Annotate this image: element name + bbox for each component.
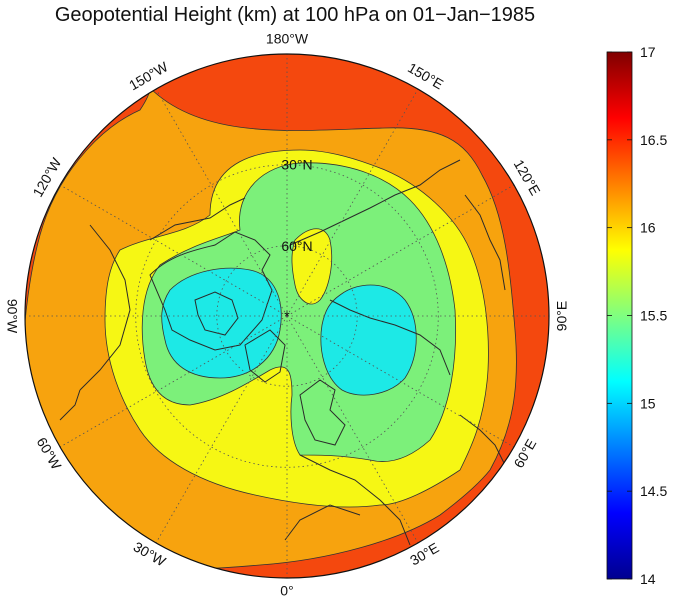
- meridian-60: [286, 315, 515, 448]
- colorbar-tick-label: 16.5: [640, 132, 667, 148]
- map-boundary: [24, 53, 550, 579]
- coast-canada: [149, 231, 273, 351]
- meridian--120: [59, 184, 288, 317]
- coast-siberia: [289, 159, 461, 246]
- lon-label-90: 90°E: [554, 301, 570, 332]
- plot-title: Geopotential Height (km) at 100 hPa on 0…: [54, 4, 536, 26]
- colorbar-tick-label: 15.5: [640, 308, 667, 324]
- coast-alaska: [149, 197, 246, 241]
- parallel-30: [135, 164, 439, 468]
- lon-label-180: 180°W: [266, 31, 309, 47]
- colorbar-gradient: [606, 51, 633, 580]
- meridian--60: [59, 315, 288, 448]
- coastlines: [59, 159, 506, 546]
- contour-lines: [25, 87, 517, 570]
- coast-africa: [284, 504, 361, 541]
- lat-label-60: 60°N: [281, 238, 312, 254]
- colorbar-tick-label: 14.5: [640, 483, 667, 499]
- coast-mexico: [59, 389, 81, 421]
- coast-europe: [299, 454, 411, 546]
- lon-label-0: 0°: [280, 583, 293, 599]
- coast-asia-east: [464, 194, 506, 291]
- coast-scandinavia: [299, 379, 346, 446]
- zone-lt-15_5-siberia: [320, 284, 417, 396]
- coast-greenland: [244, 329, 286, 383]
- contour-zoneCyanA: [161, 267, 282, 379]
- colorbar-tick-label: 15: [640, 395, 656, 411]
- coast-hudson: [194, 291, 239, 336]
- meridian--150: [155, 88, 288, 317]
- zone-15_75-16-ridge: [291, 228, 332, 305]
- contour-zoneCyanB: [320, 284, 417, 396]
- meridian-120: [286, 184, 515, 317]
- coast-india: [459, 414, 506, 466]
- colorbar-tick-label: 16: [640, 220, 656, 236]
- contour-zoneGreen: [141, 162, 456, 462]
- contour-zoneYellow: [104, 149, 489, 508]
- lon-label--90: 90°W: [4, 299, 20, 334]
- meridian--30: [155, 315, 288, 544]
- colorbar-tick-label: 17: [640, 44, 656, 60]
- contour-zoneYellowTongue: [291, 228, 333, 305]
- parallel-60: [216, 245, 358, 387]
- polar-map: * 180°W150°E120°E90°E60°E30°E0°30°W60°W9…: [4, 31, 570, 599]
- meridian-30: [286, 315, 419, 544]
- contour-zoneOrange: [25, 87, 517, 570]
- graticule: [25, 54, 549, 578]
- coast-russia: [329, 299, 451, 376]
- north-pole-marker: *: [284, 308, 290, 324]
- latitude-labels: 30°N 60°N: [281, 157, 312, 254]
- meridian-150: [286, 88, 419, 317]
- coast-americas: [79, 224, 131, 391]
- colorbar-tick-label: 14: [640, 571, 656, 587]
- colorbar-ticks: 14 14.5 15 15.5 16 16.5 17: [607, 44, 667, 587]
- lat-label-30: 30°N: [281, 157, 312, 173]
